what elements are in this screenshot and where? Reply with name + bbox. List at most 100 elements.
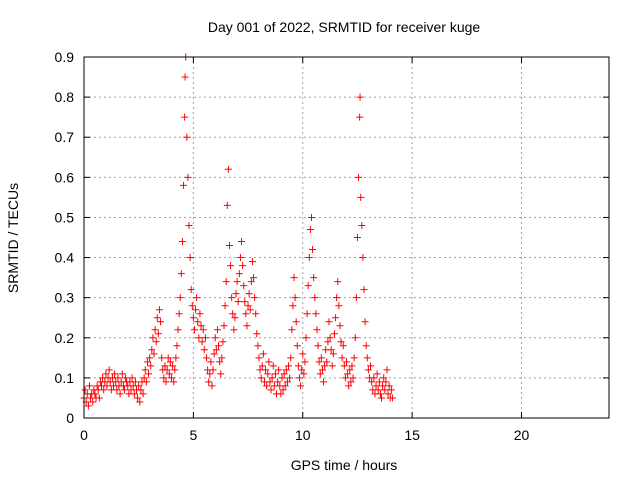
y-tick-label: 0 [66, 410, 74, 426]
data-point [293, 342, 301, 350]
axis-ticks: 0 0.1 0.2 0.3 0.4 0.5 0.6 0.7 0.8 0.9 0 5 10 15 20 [55, 49, 609, 443]
data-point [227, 262, 235, 270]
data-point [208, 382, 216, 390]
data-point [232, 290, 240, 298]
data-point [140, 374, 148, 382]
data-point [176, 294, 184, 302]
data-point [333, 294, 341, 302]
data-point [209, 366, 217, 374]
data-point [172, 354, 180, 362]
data-point [321, 362, 329, 370]
data-point [184, 173, 192, 181]
data-point [360, 286, 368, 294]
y-axis-label: SRMTID / TECUs [5, 183, 21, 293]
y-tick-label: 0.4 [55, 250, 75, 266]
data-point [168, 374, 175, 382]
data-point [318, 366, 326, 374]
data-point [350, 354, 358, 362]
data-point [166, 358, 174, 366]
y-tick-label: 0.1 [55, 370, 75, 386]
data-point [218, 354, 226, 362]
data-point [118, 370, 126, 378]
data-points [80, 53, 396, 410]
x-tick-label: 20 [514, 427, 530, 443]
data-point [236, 254, 244, 262]
data-point [373, 370, 381, 378]
data-point [361, 318, 369, 326]
data-point [244, 302, 252, 310]
y-tick-label: 0.2 [55, 330, 75, 346]
data-point [122, 374, 130, 382]
data-point [294, 362, 302, 370]
data-point [317, 354, 325, 362]
data-point [174, 326, 182, 334]
data-point [314, 342, 322, 350]
x-axis-label: GPS time / hours [291, 457, 398, 473]
data-point [338, 354, 346, 362]
data-point [163, 366, 171, 374]
data-point [326, 334, 334, 342]
data-point [337, 338, 345, 346]
data-point [215, 342, 223, 350]
data-point [304, 282, 312, 290]
data-point [290, 274, 298, 282]
data-point [259, 350, 267, 358]
y-tick-label: 0.3 [55, 290, 75, 306]
data-point [198, 338, 206, 346]
data-point [135, 382, 143, 390]
data-point [340, 362, 348, 370]
data-point [306, 225, 314, 233]
y-tick-label: 0.7 [55, 129, 75, 145]
data-point [131, 378, 139, 386]
data-point [358, 221, 366, 229]
data-point [310, 274, 318, 282]
data-point [351, 334, 359, 342]
data-point [85, 382, 93, 390]
data-point [229, 310, 237, 318]
data-point [162, 378, 170, 386]
data-point [297, 382, 305, 390]
data-point [230, 326, 238, 334]
data-point [193, 294, 201, 302]
data-point [375, 378, 383, 386]
data-point [195, 334, 203, 342]
data-point [364, 366, 372, 374]
data-point [253, 330, 261, 338]
data-point [381, 386, 389, 394]
data-point [372, 382, 380, 390]
data-point [335, 302, 343, 310]
data-point [151, 326, 159, 334]
data-point [320, 378, 328, 386]
data-point [238, 238, 245, 246]
data-point [250, 274, 258, 282]
data-point [137, 386, 145, 394]
data-point [327, 346, 335, 354]
data-point [235, 270, 243, 278]
data-point [139, 390, 147, 398]
data-point [339, 342, 347, 350]
data-point [341, 374, 349, 382]
data-point [315, 358, 323, 366]
data-point [188, 302, 196, 310]
data-point [161, 362, 169, 370]
data-point [267, 386, 275, 394]
data-point [302, 334, 310, 342]
data-point [300, 370, 308, 378]
data-point [186, 254, 194, 262]
data-point [155, 306, 163, 314]
data-point [150, 350, 158, 358]
data-point [285, 362, 293, 370]
data-point [192, 306, 200, 314]
data-point [269, 362, 277, 370]
data-point [102, 370, 110, 378]
data-point [181, 113, 189, 121]
data-point [309, 246, 317, 254]
data-point [356, 113, 364, 121]
grid-lines [84, 57, 609, 418]
data-point [286, 374, 294, 382]
data-point [242, 310, 250, 318]
data-point [324, 338, 332, 346]
data-point [103, 382, 111, 390]
x-tick-label: 15 [404, 427, 420, 443]
data-point [130, 390, 138, 398]
